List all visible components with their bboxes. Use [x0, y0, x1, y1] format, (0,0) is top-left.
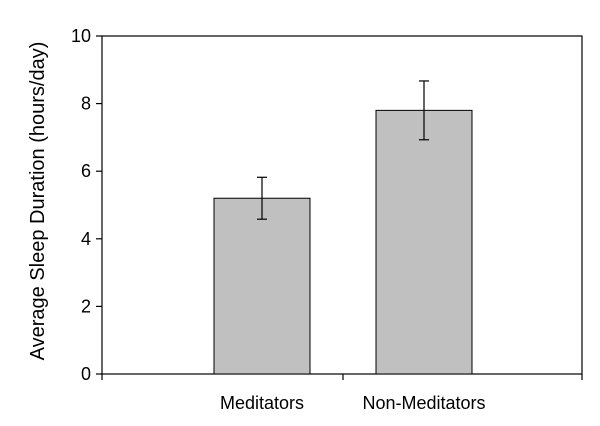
error-bars [257, 80, 429, 220]
y-tick-label: 2 [81, 296, 91, 316]
bar-non-meditators [375, 109, 473, 375]
y-axis-label: Average Sleep Duration (hours/day) [27, 42, 49, 361]
x-tick-label: Non-Meditators [362, 393, 485, 413]
y-tick-label: 0 [81, 364, 91, 384]
y-axis: 0 2 4 6 8 10 [71, 26, 102, 384]
bars [213, 109, 473, 375]
y-tick-label: 6 [81, 161, 91, 181]
y-tick-label: 8 [81, 94, 91, 114]
plot-frame [101, 35, 583, 375]
bar-meditators [213, 197, 311, 375]
y-tick-label: 4 [81, 229, 91, 249]
y-tick-label: 10 [71, 26, 91, 46]
x-tick-label: Meditators [220, 393, 304, 413]
x-axis: Meditators Non-Meditators [101, 374, 583, 413]
